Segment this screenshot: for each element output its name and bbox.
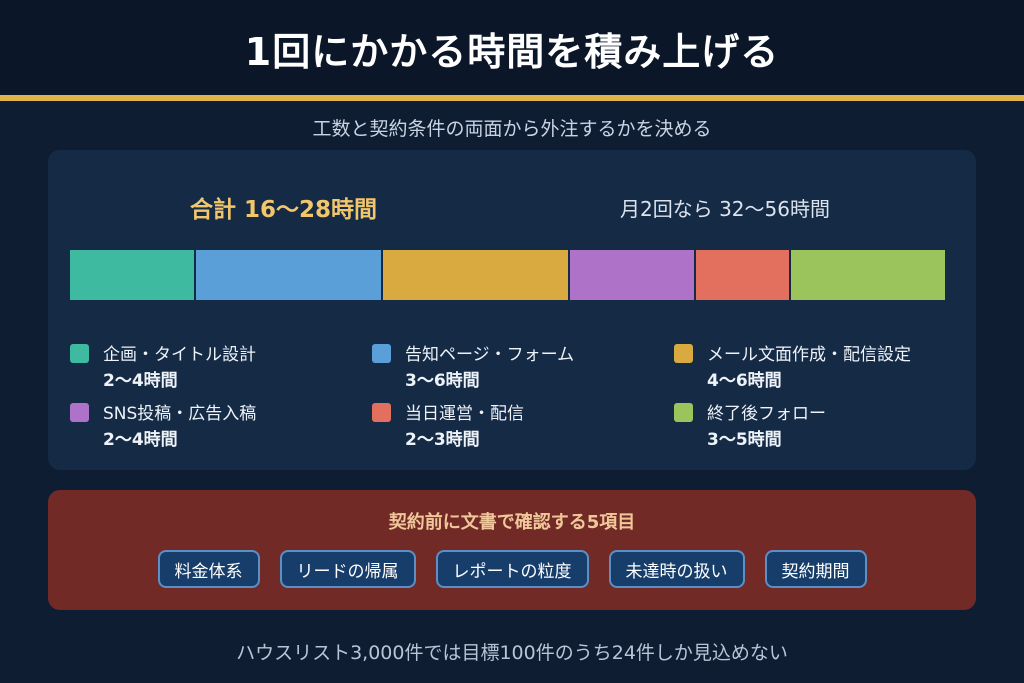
task-hours: 2〜4時間	[103, 430, 178, 450]
bar-segment	[382, 250, 569, 300]
contract-title: 契約前に文書で確認する5項目	[388, 512, 636, 533]
contract-item-chip: レポートの粒度	[435, 550, 589, 588]
task-name: SNS投稿・広告入稿	[103, 404, 257, 424]
contract-items: 料金体系 リードの帰属 レポートの粒度 未達時の扱い 契約期間	[48, 550, 976, 588]
legend-item: 当日運営・配信 2〜3時間	[372, 399, 672, 451]
bar-segment	[195, 250, 381, 300]
contract-item-chip: 未達時の扱い	[608, 550, 745, 588]
contract-item-chip: 料金体系	[157, 550, 260, 588]
task-name: 終了後フォロー	[707, 404, 826, 424]
task-hours: 3〜6時間	[405, 371, 480, 391]
task-hours: 2〜4時間	[103, 371, 178, 391]
legend-swatch	[372, 403, 391, 422]
legend-swatch	[372, 344, 391, 363]
legend-swatch	[70, 344, 89, 363]
bar-segment	[695, 250, 789, 300]
task-name: 企画・タイトル設計	[103, 345, 256, 365]
footer-note: ハウスリスト3,000件では目標100件のうち24件しか見込めない	[236, 642, 788, 664]
contract-item-chip: リードの帰属	[279, 550, 416, 588]
legend-item: SNS投稿・広告入稿 2〜4時間	[70, 399, 370, 451]
task-legend: 企画・タイトル設計 2〜4時間 告知ページ・フォーム 3〜6時間 メール文面作成…	[70, 340, 950, 450]
contract-checklist-panel: 契約前に文書で確認する5項目 料金体系 リードの帰属 レポートの粒度 未達時の扱…	[48, 490, 976, 610]
total-hours: 合計 16〜28時間	[190, 197, 378, 223]
bar-segment	[790, 250, 946, 300]
header-divider	[0, 95, 1024, 101]
legend-item: メール文面作成・配信設定 4〜6時間	[674, 340, 974, 392]
time-breakdown-panel: 合計 16〜28時間 月2回なら 32〜56時間 企画・タイトル設計 2〜4時間…	[48, 150, 976, 470]
legend-item: 企画・タイトル設計 2〜4時間	[70, 340, 370, 392]
legend-swatch	[674, 344, 693, 363]
legend-item: 告知ページ・フォーム 3〜6時間	[372, 340, 672, 392]
legend-item: 終了後フォロー 3〜5時間	[674, 399, 974, 451]
stacked-time-bar	[70, 250, 946, 300]
task-hours: 4〜6時間	[707, 371, 782, 391]
bar-segment	[70, 250, 194, 300]
task-hours: 3〜5時間	[707, 430, 782, 450]
monthly-hours: 月2回なら 32〜56時間	[620, 197, 830, 221]
bar-segment	[570, 250, 694, 300]
task-name: 当日運営・配信	[405, 404, 524, 424]
page-title: 1回にかかる時間を積み上げる	[244, 29, 780, 74]
legend-swatch	[70, 403, 89, 422]
task-name: 告知ページ・フォーム	[405, 345, 575, 365]
task-hours: 2〜3時間	[405, 430, 480, 450]
header: 1回にかかる時間を積み上げる	[0, 0, 1024, 96]
contract-item-chip: 契約期間	[764, 550, 867, 588]
task-name: メール文面作成・配信設定	[707, 345, 911, 365]
subtitle: 工数と契約条件の両面から外注するかを決める	[312, 118, 712, 140]
legend-swatch	[674, 403, 693, 422]
